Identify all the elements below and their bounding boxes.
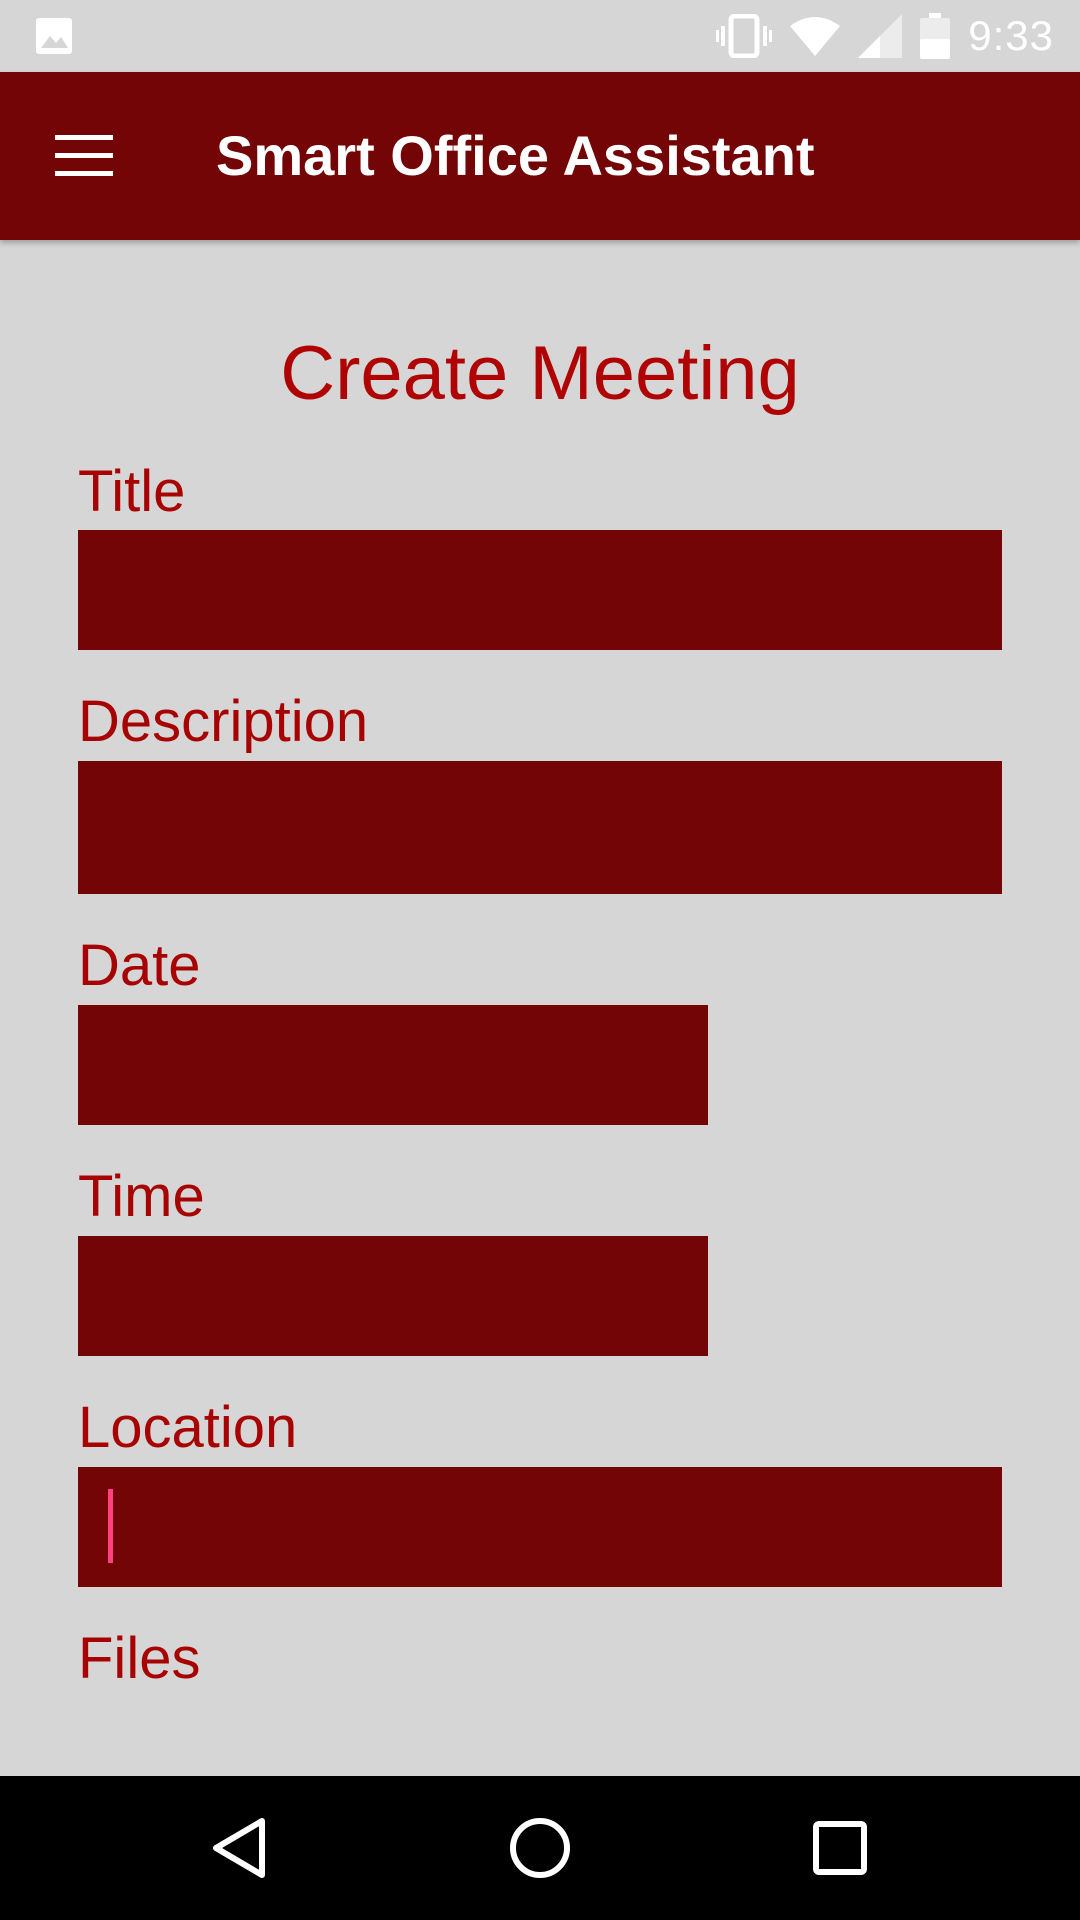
time-label: Time [78, 1164, 205, 1229]
status-icons: 9:33 [716, 0, 1054, 72]
wifi-icon [790, 17, 841, 56]
status-time: 9:33 [968, 12, 1054, 59]
title-input[interactable] [78, 530, 1002, 650]
home-icon [510, 1818, 570, 1878]
time-input[interactable] [78, 1236, 708, 1356]
app-bar: Smart Office Assistant [0, 72, 1080, 240]
hamburger-menu-icon [55, 135, 113, 176]
description-input[interactable] [78, 761, 1002, 894]
gallery-icon [36, 18, 72, 54]
back-icon [213, 1818, 265, 1878]
home-button[interactable] [500, 1808, 580, 1888]
text-caret [108, 1489, 113, 1563]
vibrate-icon [716, 14, 773, 58]
recents-button[interactable] [800, 1808, 880, 1888]
battery-icon [920, 13, 951, 59]
menu-button[interactable] [28, 114, 140, 198]
create-meeting-form: Create Meeting Title Description Date Ti… [0, 240, 1080, 1776]
app-title: Smart Office Assistant [216, 124, 815, 187]
location-field[interactable] [78, 1467, 1002, 1587]
navigation-bar [0, 1776, 1080, 1920]
title-label: Title [78, 459, 186, 524]
status-bar: 9:33 [0, 0, 1080, 72]
description-label: Description [78, 689, 369, 754]
page-title: Create Meeting [280, 331, 800, 416]
files-label: Files [78, 1626, 201, 1691]
cell-signal-icon [858, 14, 903, 58]
back-button[interactable] [200, 1808, 280, 1888]
date-input[interactable] [78, 1005, 708, 1125]
recents-icon [813, 1821, 867, 1875]
date-label: Date [78, 933, 201, 998]
location-input[interactable] [78, 1467, 1002, 1587]
location-label: Location [78, 1395, 298, 1460]
